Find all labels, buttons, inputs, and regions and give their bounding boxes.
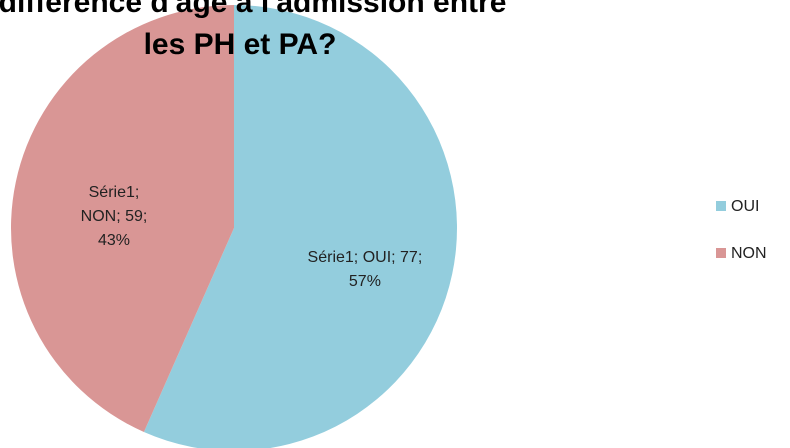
data-label: Série1;: [89, 184, 140, 201]
data-label: 43%: [98, 232, 130, 249]
data-label: 57%: [349, 273, 381, 290]
legend-swatch: [716, 248, 726, 258]
legend-label: OUI: [731, 198, 759, 215]
data-label: NON; 59;: [81, 208, 148, 225]
chart-title: les PH et PA?: [144, 28, 337, 61]
pie-slice: [143, 5, 457, 448]
legend-swatch: [716, 201, 726, 211]
pie-slice: [10, 5, 235, 432]
chart-title: e différence d'âge à l'admission entre: [0, 0, 506, 19]
legend-label: NON: [731, 245, 767, 262]
data-label: Série1; OUI; 77;: [308, 249, 423, 266]
